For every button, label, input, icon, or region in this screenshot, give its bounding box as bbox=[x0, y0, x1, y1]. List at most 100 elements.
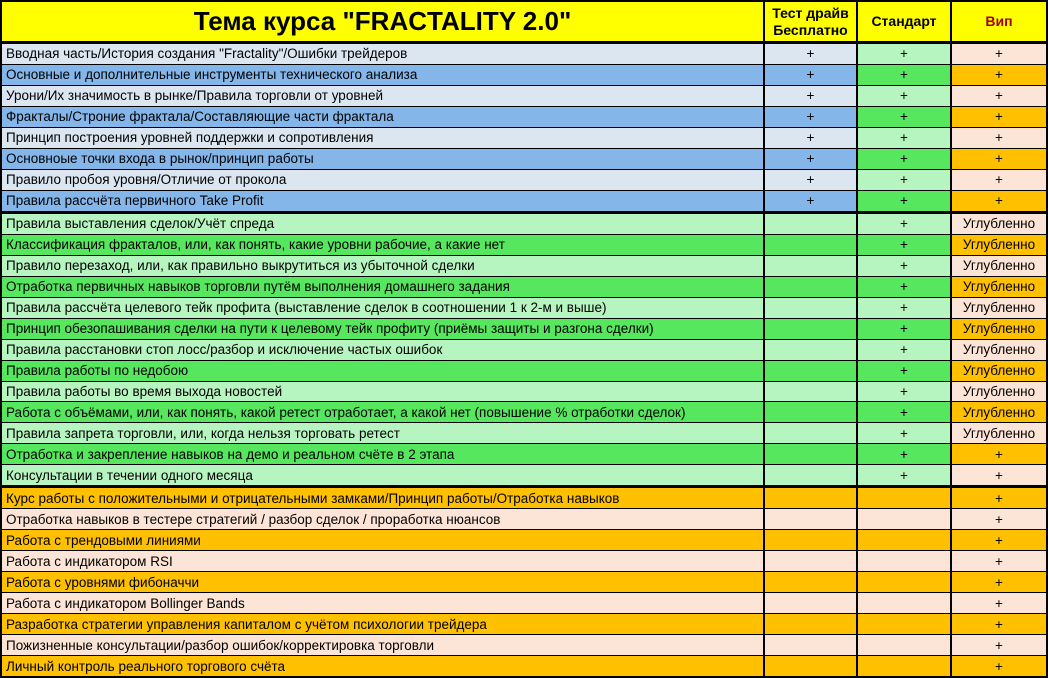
vip-cell: + bbox=[952, 190, 1046, 211]
table-row: Работа с уровнями фибоначчи + bbox=[2, 572, 1046, 594]
standard-cell: + bbox=[858, 85, 952, 106]
table-row: Правила работы во время выхода новостей +… bbox=[2, 381, 1046, 403]
table-header: Тема курса "FRACTALITY 2.0" Тест драйв Б… bbox=[2, 2, 1046, 44]
standard-cell bbox=[858, 614, 952, 635]
table-row: Личный контроль реального торгового счёт… bbox=[2, 656, 1046, 676]
topic-cell: Правила выставления сделок/Учёт спреда bbox=[2, 213, 765, 234]
test-drive-cell bbox=[765, 402, 858, 423]
topic-cell: Работа с трендовыми линиями bbox=[2, 530, 765, 551]
test-drive-cell bbox=[765, 360, 858, 381]
topic-cell: Фракталы/Строние фрактала/Составляющие ч… bbox=[2, 106, 765, 127]
vip-cell: Углубленно bbox=[952, 255, 1046, 276]
topic-cell: Работа с объёмами, или, как понять, како… bbox=[2, 402, 765, 423]
table-row: Отработка первичных навыков торговли пут… bbox=[2, 276, 1046, 298]
test-drive-cell bbox=[765, 276, 858, 297]
test-drive-cell bbox=[765, 255, 858, 276]
test-drive-cell bbox=[765, 444, 858, 465]
vip-cell: Углубленно bbox=[952, 276, 1046, 297]
table-row: Основноые точки входа в рынок/принцип ра… bbox=[2, 148, 1046, 170]
vip-cell: Углубленно bbox=[952, 402, 1046, 423]
topic-cell: Принцип обезопашивания сделки на пути к … bbox=[2, 318, 765, 339]
standard-cell: + bbox=[858, 318, 952, 339]
vip-cell: + bbox=[952, 488, 1046, 509]
standard-cell bbox=[858, 635, 952, 656]
table-row: Принцип построения уровней поддержки и с… bbox=[2, 127, 1046, 149]
topic-cell: Правило перезаход, или, как правильно вы… bbox=[2, 255, 765, 276]
standard-cell: + bbox=[858, 64, 952, 85]
vip-cell: Углубленно bbox=[952, 213, 1046, 234]
standard-cell: + bbox=[858, 44, 952, 64]
table-row: Работа с индикатором Bollinger Bands + bbox=[2, 593, 1046, 615]
test-drive-cell: + bbox=[765, 106, 858, 127]
standard-cell bbox=[858, 530, 952, 551]
vip-cell: + bbox=[952, 572, 1046, 593]
test-drive-cell bbox=[765, 488, 858, 509]
vip-cell: + bbox=[952, 530, 1046, 551]
standard-cell bbox=[858, 656, 952, 676]
standard-cell: + bbox=[858, 213, 952, 234]
vip-cell: + bbox=[952, 85, 1046, 106]
test-drive-cell bbox=[765, 465, 858, 486]
vip-cell: + bbox=[952, 635, 1046, 656]
topic-cell: Работа с индикатором Bollinger Bands bbox=[2, 593, 765, 614]
test-drive-cell bbox=[765, 572, 858, 593]
standard-cell: + bbox=[858, 234, 952, 255]
vip-cell: + bbox=[952, 465, 1046, 486]
test-drive-cell bbox=[765, 234, 858, 255]
topic-cell: Основноые точки входа в рынок/принцип ра… bbox=[2, 148, 765, 169]
standard-cell bbox=[858, 509, 952, 530]
column-header-test-drive-line1: Тест драйв bbox=[772, 4, 849, 21]
topic-cell: Курс работы с положительными и отрицател… bbox=[2, 488, 765, 509]
vip-cell: + bbox=[952, 551, 1046, 572]
vip-cell: + bbox=[952, 509, 1046, 530]
standard-cell: + bbox=[858, 402, 952, 423]
standard-cell: + bbox=[858, 444, 952, 465]
vip-cell: + bbox=[952, 656, 1046, 676]
test-drive-cell bbox=[765, 614, 858, 635]
standard-cell: + bbox=[858, 276, 952, 297]
topic-cell: Личный контроль реального торгового счёт… bbox=[2, 656, 765, 676]
page-title: Тема курса "FRACTALITY 2.0" bbox=[2, 2, 765, 41]
test-drive-cell bbox=[765, 423, 858, 444]
test-drive-cell bbox=[765, 318, 858, 339]
test-drive-cell bbox=[765, 509, 858, 530]
vip-cell: Углубленно bbox=[952, 381, 1046, 402]
topic-cell: Правила работы во время выхода новостей bbox=[2, 381, 765, 402]
topic-cell: Консультации в течении одного месяца bbox=[2, 465, 765, 486]
standard-cell: + bbox=[858, 190, 952, 211]
standard-cell: + bbox=[858, 423, 952, 444]
table-row: Вводная часть/История создания "Fractali… bbox=[2, 44, 1046, 65]
course-table-body: Вводная часть/История создания "Fractali… bbox=[2, 44, 1046, 676]
vip-cell: Углубленно bbox=[952, 318, 1046, 339]
vip-cell: + bbox=[952, 148, 1046, 169]
vip-cell: Углубленно bbox=[952, 339, 1046, 360]
vip-cell: + bbox=[952, 127, 1046, 148]
vip-cell: + bbox=[952, 444, 1046, 465]
table-row: Правила рассчёта первичного Take Profit +… bbox=[2, 190, 1046, 214]
vip-cell: + bbox=[952, 593, 1046, 614]
table-row: Работа с индикатором RSI + bbox=[2, 551, 1046, 573]
table-row: Отработка и закрепление навыков на демо … bbox=[2, 444, 1046, 466]
table-row: Принцип обезопашивания сделки на пути к … bbox=[2, 318, 1046, 340]
topic-cell: Правило пробоя уровня/Отличие от прокола bbox=[2, 169, 765, 190]
column-header-standard: Стандарт bbox=[858, 2, 952, 41]
standard-cell: + bbox=[858, 297, 952, 318]
test-drive-cell bbox=[765, 593, 858, 614]
test-drive-cell: + bbox=[765, 169, 858, 190]
vip-cell: + bbox=[952, 614, 1046, 635]
topic-cell: Отработка первичных навыков торговли пут… bbox=[2, 276, 765, 297]
table-row: Правила работы по недобою + Углубленно bbox=[2, 360, 1046, 382]
topic-cell: Классификация фракталов, или, как понять… bbox=[2, 234, 765, 255]
topic-cell: Работа с индикатором RSI bbox=[2, 551, 765, 572]
test-drive-cell bbox=[765, 213, 858, 234]
topic-cell: Вводная часть/История создания "Fractali… bbox=[2, 44, 765, 64]
standard-cell: + bbox=[858, 127, 952, 148]
test-drive-cell: + bbox=[765, 190, 858, 211]
topic-cell: Урони/Их значимость в рынке/Правила торг… bbox=[2, 85, 765, 106]
test-drive-cell: + bbox=[765, 44, 858, 64]
standard-cell bbox=[858, 551, 952, 572]
standard-cell: + bbox=[858, 255, 952, 276]
topic-cell: Разработка стратегии управления капитало… bbox=[2, 614, 765, 635]
test-drive-cell bbox=[765, 297, 858, 318]
